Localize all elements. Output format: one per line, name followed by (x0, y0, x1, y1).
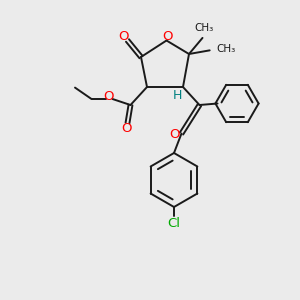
Text: O: O (162, 30, 172, 44)
Text: O: O (103, 90, 114, 103)
Text: O: O (119, 29, 129, 43)
Text: Cl: Cl (167, 217, 181, 230)
Text: CH₃: CH₃ (216, 44, 236, 54)
Text: CH₃: CH₃ (194, 23, 214, 33)
Text: H: H (173, 89, 182, 102)
Text: O: O (170, 128, 180, 141)
Text: O: O (121, 122, 131, 136)
